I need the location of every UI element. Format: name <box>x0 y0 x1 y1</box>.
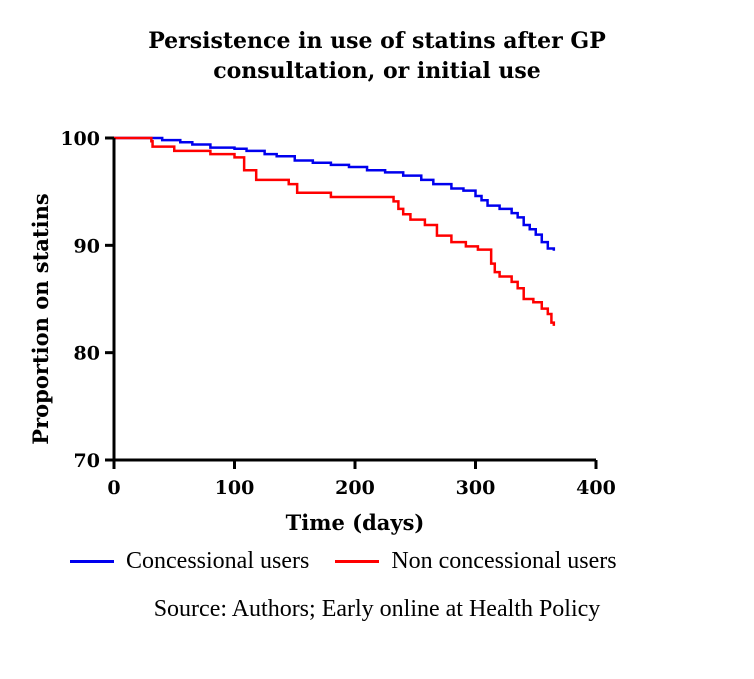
ticks-layer: 0 100 200 300 400 70 80 90 100 <box>60 128 616 499</box>
chart-plot: 0 100 200 300 400 70 80 90 100 Time (days) Propo… <box>28 128 616 535</box>
x-axis-label: Time (days) <box>286 510 425 535</box>
legend-swatch-non-concessional <box>335 559 380 563</box>
legend-swatch-concessional <box>70 559 114 563</box>
y-tick-label: 80 <box>74 343 100 365</box>
y-tick-label: 90 <box>74 235 100 257</box>
chart-title: Persistence in use of statins after GP c… <box>0 26 754 86</box>
legend-label-concessional: Concessional users <box>126 547 310 574</box>
legend-label-non-concessional: Non concessional users <box>391 547 617 574</box>
series-line-concessional <box>114 136 556 251</box>
x-tick-label: 200 <box>335 477 375 499</box>
y-tick-label: 100 <box>60 128 100 150</box>
y-tick-label: 70 <box>74 450 100 472</box>
chart-title-line-1: Persistence in use of statins after GP <box>148 28 606 54</box>
x-tick-label: 300 <box>456 477 496 499</box>
x-tick-label: 0 <box>107 477 120 499</box>
chart-title-line-2: consultation, or initial use <box>213 58 541 84</box>
series-line-non-concessional <box>114 136 556 326</box>
x-tick-label: 400 <box>576 477 616 499</box>
legend-item-non-concessional: Non concessional users <box>335 547 617 575</box>
source-note: Source: Authors; Early online at Health … <box>153 596 601 622</box>
y-axis-label: Proportion on statins <box>28 193 53 444</box>
legend-item-concessional: Concessional users <box>70 548 309 575</box>
legend: Concessional users Non concessional user… <box>70 546 643 576</box>
series-layer <box>114 136 556 326</box>
x-tick-label: 100 <box>215 477 255 499</box>
